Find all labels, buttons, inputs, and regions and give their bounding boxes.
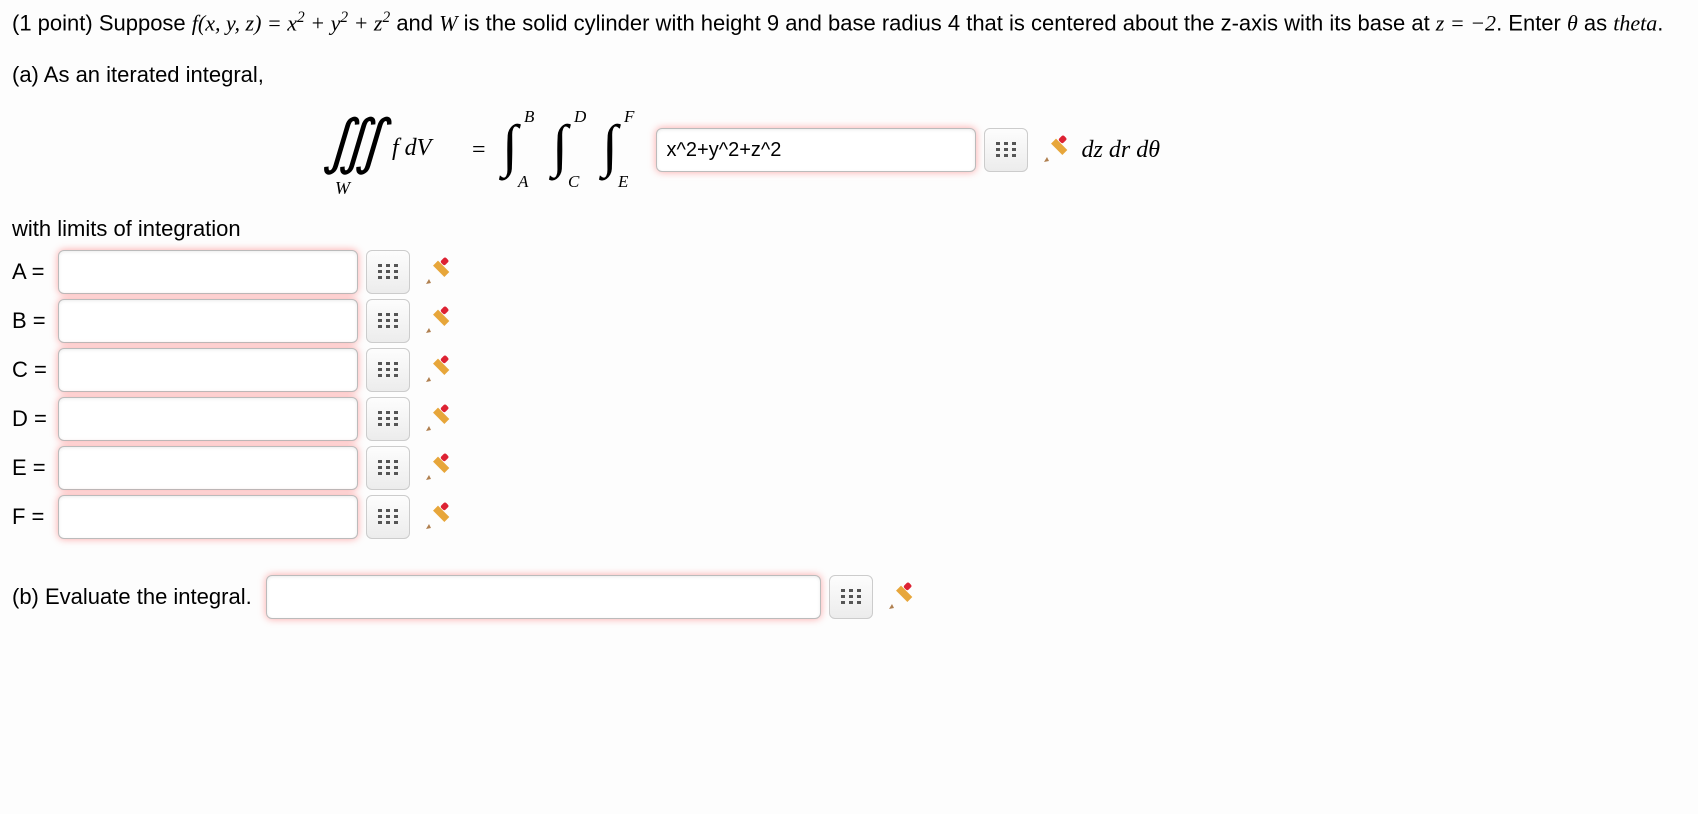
svg-text:∫: ∫ (598, 113, 621, 181)
W: W (439, 10, 457, 35)
limit-label: B = (12, 308, 58, 334)
keypad-icon (841, 589, 861, 605)
keypad-button[interactable] (984, 128, 1028, 172)
triple-integral-left-icon: ∭ W f dV (312, 100, 462, 200)
keypad-icon (378, 313, 398, 329)
keypad-button[interactable] (366, 348, 410, 392)
pencil-icon[interactable] (885, 581, 917, 613)
svg-text:∭: ∭ (322, 109, 392, 175)
pencil-icon[interactable] (1040, 134, 1072, 166)
limit-row-F: F = (12, 495, 1686, 539)
exp: 2 (340, 9, 348, 26)
limit-row-D: D = (12, 397, 1686, 441)
keypad-icon (378, 264, 398, 280)
text: . Enter (1496, 10, 1567, 35)
keypad-button[interactable] (366, 397, 410, 441)
keypad-icon (996, 142, 1016, 158)
keypad-button[interactable] (366, 250, 410, 294)
limit-row-A: A = (12, 250, 1686, 294)
theta-symbol: θ (1567, 10, 1578, 35)
z-eq: z = −2 (1436, 10, 1496, 35)
limit-row-B: B = (12, 299, 1686, 343)
pencil-icon[interactable] (422, 403, 454, 435)
keypad-icon (378, 411, 398, 427)
limit-input-B[interactable] (58, 299, 358, 343)
pencil-icon[interactable] (422, 452, 454, 484)
keypad-button[interactable] (366, 299, 410, 343)
limit-label: E = (12, 455, 58, 481)
limit-label: F = (12, 504, 58, 530)
svg-text:∫: ∫ (548, 113, 571, 181)
pencil-icon[interactable] (422, 354, 454, 386)
region-label: W (335, 178, 352, 198)
problem-statement: (1 point) Suppose f(x, y, z) = x2 + y2 +… (12, 8, 1686, 38)
svg-text:D: D (573, 107, 587, 126)
limit-label: C = (12, 357, 58, 383)
svg-text:∫: ∫ (498, 113, 521, 181)
limit-row-C: C = (12, 348, 1686, 392)
iterated-integral-icon: ∫ ∫ ∫ B A D C F E (496, 105, 656, 195)
math: + z (348, 10, 382, 35)
limit-label: A = (12, 259, 58, 285)
svg-text:F: F (623, 107, 635, 126)
limit-input-A[interactable] (58, 250, 358, 294)
text: as (1578, 10, 1613, 35)
svg-text:E: E (617, 172, 629, 191)
pencil-icon[interactable] (422, 501, 454, 533)
limit-label: D = (12, 406, 58, 432)
text: . (1657, 10, 1663, 35)
part-b: (b) Evaluate the integral. (12, 575, 1686, 619)
keypad-button[interactable] (366, 495, 410, 539)
fdv-label: f dV (392, 135, 434, 161)
svg-text:B: B (524, 107, 535, 126)
part-b-label: (b) Evaluate the integral. (12, 584, 252, 610)
equals-sign: = (472, 137, 486, 164)
text: and (390, 10, 439, 35)
exp: 2 (297, 9, 305, 26)
svg-text:A: A (517, 172, 529, 191)
text: is the solid cylinder with height 9 and … (457, 10, 1435, 35)
limit-input-E[interactable] (58, 446, 358, 490)
keypad-button[interactable] (829, 575, 873, 619)
keypad-icon (378, 509, 398, 525)
pencil-icon[interactable] (422, 305, 454, 337)
limit-input-D[interactable] (58, 397, 358, 441)
integrand-input[interactable] (656, 128, 976, 172)
limit-input-C[interactable] (58, 348, 358, 392)
limit-input-F[interactable] (58, 495, 358, 539)
part-b-input[interactable] (266, 575, 821, 619)
differentials: dz dr dθ (1082, 137, 1160, 164)
math: + y (305, 10, 341, 35)
keypad-icon (378, 362, 398, 378)
limits-list: A = B = C = D = E = F = (12, 250, 1686, 539)
svg-text:C: C (568, 172, 580, 191)
keypad-button[interactable] (366, 446, 410, 490)
keypad-icon (378, 460, 398, 476)
limits-label: with limits of integration (12, 216, 1686, 242)
part-a-label: (a) As an iterated integral, (12, 62, 1686, 88)
math: f(x, y, z) = x (192, 10, 297, 35)
theta-word: theta (1613, 10, 1657, 35)
limit-row-E: E = (12, 446, 1686, 490)
pencil-icon[interactable] (422, 256, 454, 288)
integral-expression: ∭ W f dV = ∫ ∫ ∫ B A D C F E dz dr dθ (12, 100, 1686, 200)
text: (1 point) Suppose (12, 10, 192, 35)
